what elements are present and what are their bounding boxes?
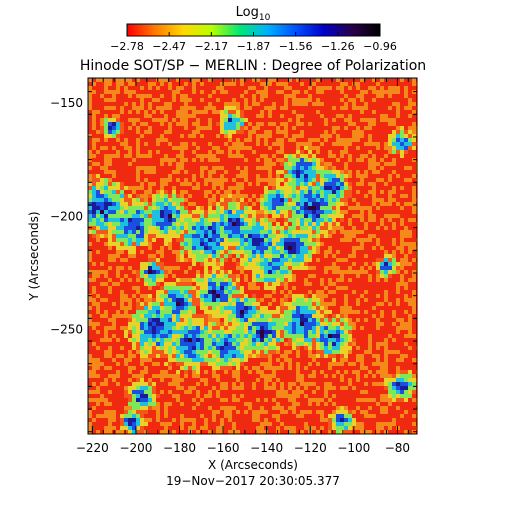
colorbar-tick-label: −2.78 [110,40,144,53]
colorbar-tick-label: −0.96 [363,40,397,53]
colorbar-label: Log10 [236,5,271,23]
colorbar-tick-label: −2.47 [152,40,186,53]
x-tick-label: −100 [337,441,370,455]
colorbar-tick-label: −2.17 [194,40,228,53]
x-tick-label: −200 [119,441,152,455]
x-tick-label: −220 [76,441,109,455]
x-tick-label: −180 [163,441,196,455]
x-tick-label: −80 [385,441,410,455]
plot-title: Hinode SOT/SP − MERLIN : Degree of Polar… [80,58,426,74]
colorbar: Log10 −2.78 −2.47 −2.17 −1.87 −1.56 −1.26 −0.9… [110,5,397,53]
colorbar-tick-label: −1.26 [321,40,355,53]
colorbar-tick-label: −1.87 [237,40,271,53]
y-axis: −150 −200 −250 [50,91,417,433]
polarization-map [88,78,417,434]
y-tick-label: −150 [50,96,83,110]
y-tick-label: −250 [50,323,83,337]
colorbar-ticks: −2.78 −2.47 −2.17 −1.87 −1.56 −1.26 −0.96 [110,32,397,53]
x-axis-label: X (Arcseconds) [208,458,298,472]
x-axis: −220 −200 −180 −160 −140 −120 −100 −80 [76,78,410,455]
timestamp: 19−Nov−2017 20:30:05.377 [166,474,340,488]
x-tick-label: −120 [294,441,327,455]
y-tick-label: −200 [50,209,83,223]
x-tick-label: −160 [207,441,240,455]
x-tick-label: −140 [250,441,283,455]
plot-frame [87,77,418,435]
colorbar-tick-label: −1.56 [279,40,313,53]
y-axis-label: Y (Arcseconds) [27,211,41,301]
